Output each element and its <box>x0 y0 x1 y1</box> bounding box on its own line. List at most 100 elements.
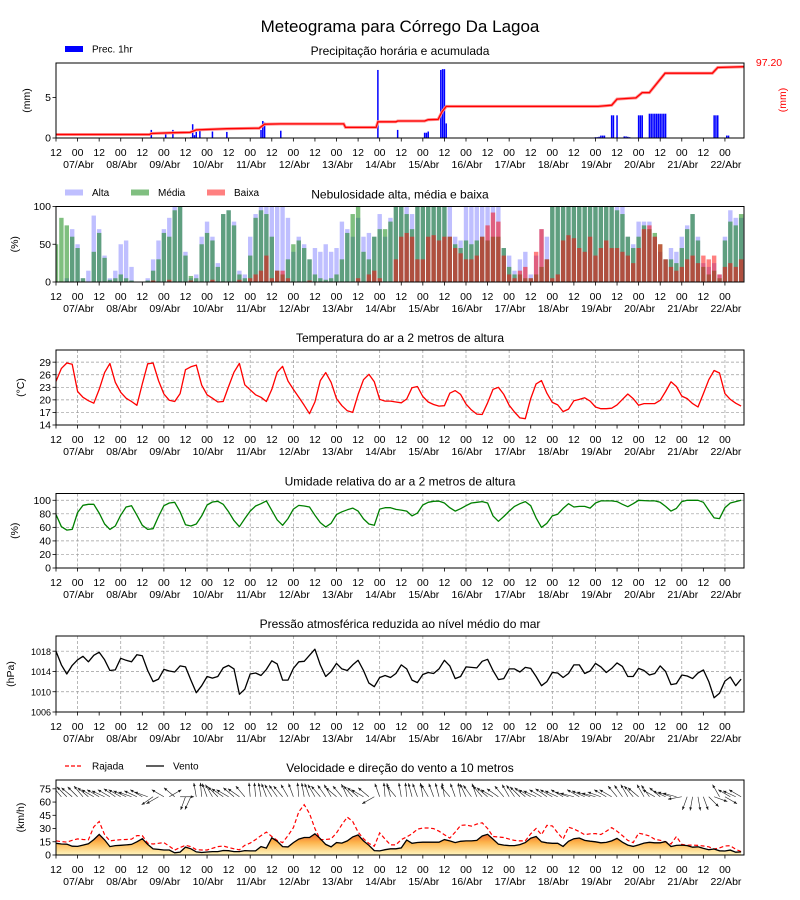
x-tick-hour-label: 12 <box>611 721 623 733</box>
x-tick-date-label: 22/Abr <box>710 876 741 888</box>
y-axis-label: (km/h) <box>15 803 27 833</box>
x-tick-hour-label: 00 <box>158 721 170 733</box>
arrow-head <box>662 792 667 796</box>
wind-direction-arrow <box>486 788 499 798</box>
arrow-head <box>428 783 432 788</box>
cloud-bar-alta <box>86 270 91 282</box>
arrow-head <box>332 786 337 790</box>
precip-bar <box>648 113 651 138</box>
x-tick-date-label: 16/Abr <box>452 446 483 458</box>
cloud-bar-media <box>231 225 237 282</box>
wind-direction-arrow <box>708 796 719 807</box>
cloud-bar-media <box>733 225 738 282</box>
wind-direction-arrow <box>714 796 728 802</box>
precip-bar <box>650 113 652 138</box>
wind-direction-arrow <box>667 796 682 801</box>
x-tick-date-label: 14/Abr <box>365 589 396 601</box>
x-tick-date-label: 13/Abr <box>322 589 353 601</box>
x-tick-hour-label: 12 <box>395 434 407 446</box>
x-tick-hour-label: 12 <box>525 291 537 303</box>
x-tick-hour-label: 00 <box>72 291 84 303</box>
arrow-head <box>273 786 277 790</box>
y-tick-label: 0 <box>45 850 51 862</box>
wind-direction-arrow <box>323 784 332 797</box>
arrow-head <box>576 791 581 795</box>
pressure-line <box>56 648 742 699</box>
x-tick-hour-label: 12 <box>309 291 321 303</box>
cloud-bar-baixa <box>404 232 409 282</box>
arrow-head <box>733 800 738 804</box>
wind-direction-arrow <box>247 782 251 797</box>
cloud-bar-baixa <box>598 248 604 282</box>
cloud-bar-media <box>75 248 80 282</box>
x-tick-date-label: 11/Abr <box>236 446 267 458</box>
x-tick-date-label: 07/Abr <box>63 303 94 315</box>
arrow-head <box>211 788 216 792</box>
cloud-bar-baixa <box>528 278 533 282</box>
cloud-bar-media <box>679 248 684 282</box>
arrow-head <box>199 782 203 787</box>
wind-direction-arrow <box>428 783 434 797</box>
precip-bar <box>377 69 379 138</box>
cloud-bar-alta <box>366 232 372 282</box>
cloud-bar-media <box>199 244 204 282</box>
arrow-head <box>347 787 351 791</box>
cloud-bar-baixa <box>237 279 242 282</box>
wind-direction-arrow <box>722 790 736 798</box>
wind-direction-arrow <box>560 792 574 798</box>
cloud-bar-baixa <box>264 255 269 282</box>
wind-direction-arrow <box>463 785 472 797</box>
cloud-bar-media <box>291 244 296 282</box>
x-tick-date-label: 17/Abr <box>495 876 526 888</box>
x-tick-hour-label: 00 <box>676 434 688 446</box>
arrow-head <box>202 783 205 788</box>
wind-direction-arrow <box>113 790 127 798</box>
arrow-head <box>134 791 139 795</box>
arrow-head <box>358 787 362 791</box>
cloud-bar-baixa <box>426 236 431 282</box>
x-tick-hour-label: 12 <box>482 434 494 446</box>
wind-direction-arrow <box>288 783 294 797</box>
arrow-head <box>705 806 709 810</box>
wind-direction-arrow <box>420 784 429 797</box>
x-tick-hour-label: 00 <box>72 721 84 733</box>
arrow-head <box>510 786 514 791</box>
x-tick-date-label: 20/Abr <box>624 876 655 888</box>
cloud-bar-baixa <box>684 259 690 282</box>
y-tick-label: 50 <box>39 239 51 251</box>
cloud-bar-media <box>382 229 388 282</box>
cloud-bar-baixa <box>706 259 711 282</box>
x-tick-hour-label: 12 <box>93 291 105 303</box>
x-tick-hour-label: 12 <box>482 577 494 589</box>
cloud-bar-baixa <box>453 248 458 282</box>
wind-direction-arrow <box>362 796 375 805</box>
arrow-head <box>67 786 71 791</box>
precip-bar <box>601 135 604 138</box>
wind-direction-arrow <box>341 783 348 797</box>
cloud-bar-media <box>221 214 226 282</box>
cloud-bar-media <box>695 240 701 282</box>
y-tick-label: 15 <box>39 836 51 848</box>
x-tick-hour-label: 12 <box>439 147 451 159</box>
arrow-head <box>718 789 722 793</box>
x-tick-date-label: 15/Abr <box>408 589 439 601</box>
x-tick-date-label: 17/Abr <box>495 159 526 171</box>
cloud-bar-baixa <box>436 240 442 282</box>
x-tick-date-label: 22/Abr <box>710 159 741 171</box>
x-tick-date-label: 09/Abr <box>149 446 180 458</box>
arrow-head <box>407 783 411 787</box>
y-tick-label: 1018 <box>31 647 51 657</box>
cloud-bar-media <box>248 255 253 282</box>
wind-direction-arrow <box>480 789 494 798</box>
cloud-bar-baixa <box>674 270 679 282</box>
wind-direction-arrow <box>307 784 316 797</box>
wind-direction-arrow <box>118 791 132 798</box>
x-tick-date-label: 09/Abr <box>149 876 180 888</box>
x-tick-date-label: 22/Abr <box>710 733 741 745</box>
x-tick-hour-label: 00 <box>460 577 472 589</box>
x-tick-date-label: 18/Abr <box>538 446 569 458</box>
y-tick-label: 0 <box>45 563 51 575</box>
precip-bar <box>427 131 429 138</box>
arrow-head <box>341 784 345 788</box>
wind-direction-arrow <box>81 789 94 798</box>
